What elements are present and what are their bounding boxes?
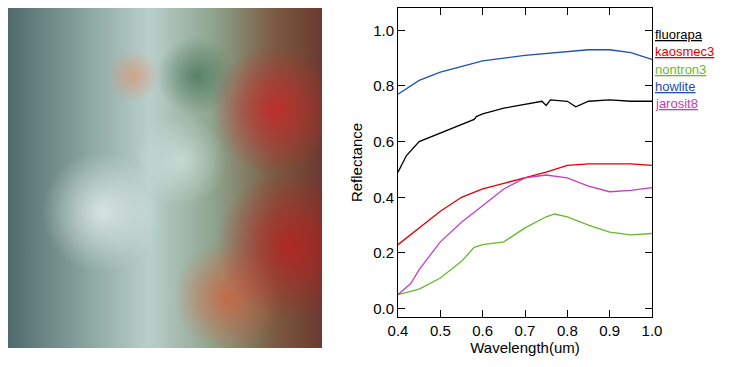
svg-text:nontron3: nontron3 xyxy=(655,62,706,77)
svg-text:0.6: 0.6 xyxy=(472,322,493,339)
svg-text:0.0: 0.0 xyxy=(373,300,394,317)
svg-text:Wavelength(um): Wavelength(um) xyxy=(470,339,579,356)
svg-text:1.0: 1.0 xyxy=(373,22,394,39)
svg-text:kaosmec3: kaosmec3 xyxy=(655,44,714,59)
svg-text:0.4: 0.4 xyxy=(388,322,409,339)
svg-text:0.5: 0.5 xyxy=(430,322,451,339)
svg-text:0.8: 0.8 xyxy=(557,322,578,339)
svg-text:fluorapa: fluorapa xyxy=(655,27,703,42)
svg-text:0.8: 0.8 xyxy=(373,77,394,94)
svg-text:0.7: 0.7 xyxy=(515,322,536,339)
svg-text:0.9: 0.9 xyxy=(599,322,620,339)
svg-text:0.2: 0.2 xyxy=(373,244,394,261)
svg-text:Reflectance: Reflectance xyxy=(348,123,365,202)
svg-text:howlite: howlite xyxy=(655,79,695,94)
svg-text:0.4: 0.4 xyxy=(373,189,394,206)
svg-text:1.0: 1.0 xyxy=(642,322,663,339)
svg-text:jarosit8: jarosit8 xyxy=(655,96,698,111)
svg-text:0.6: 0.6 xyxy=(373,133,394,150)
